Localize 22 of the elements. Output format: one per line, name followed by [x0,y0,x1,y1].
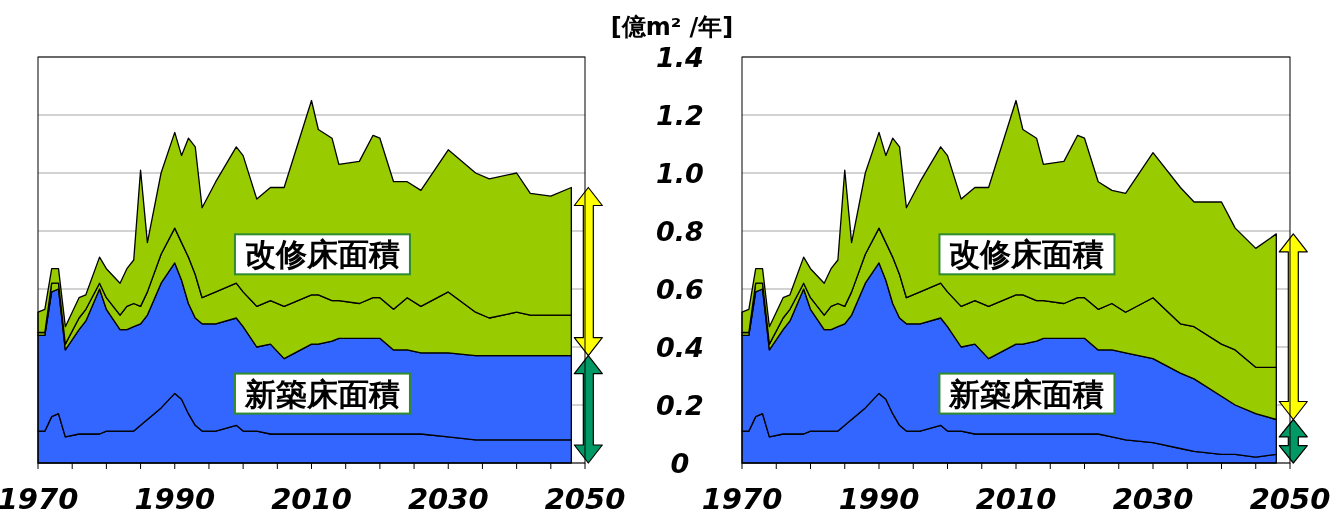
y-tick-label: 0.2 [656,390,704,421]
y-tick-label: 0.4 [656,332,704,363]
y-tick-label: 1.2 [656,100,704,131]
x-tick-label: 1970 [701,482,783,516]
y-axis-title: [億m² /年] [610,13,734,41]
annotation: 新築床面積 [243,375,400,412]
y-tick-label: 0.8 [656,216,704,247]
y-tick-label: 1.4 [656,42,704,73]
x-tick-label: 1990 [134,482,216,516]
x-tick-label: 1990 [838,482,920,516]
y-tick-label: 1.0 [656,158,704,189]
x-tick-label: 2050 [1249,482,1330,516]
annotation: 改修床面積 [244,236,400,273]
y-tick-label: 0.6 [656,274,704,305]
x-tick-label: 2030 [407,482,489,516]
annotation: 改修床面積 [949,236,1105,273]
y-tick-label: 0 [670,448,690,479]
x-tick-label: 2030 [1112,482,1194,516]
x-tick-label: 2010 [271,482,352,516]
x-tick-label: 2050 [544,482,626,516]
annotation: 新築床面積 [948,375,1105,412]
x-tick-label: 2010 [975,482,1057,516]
